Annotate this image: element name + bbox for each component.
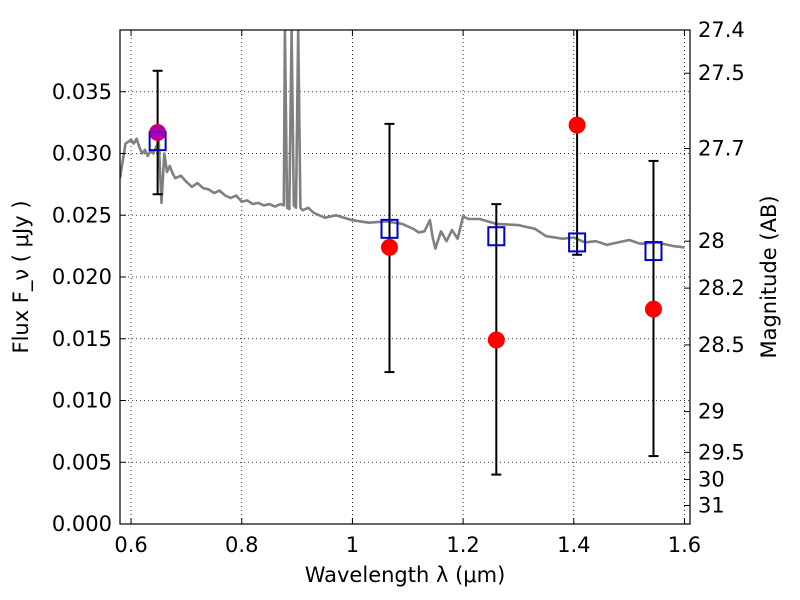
x-axis-label: Wavelength λ (μm) (305, 563, 506, 587)
y-tick-label: 0.025 (52, 203, 112, 227)
highlight (149, 124, 166, 141)
y2-axis-label: Magnitude (AB) (757, 195, 781, 358)
y-axis-ticks: 0.000 0.005 0.010 0.015 0.020 0.025 0.030 0.035 (52, 80, 126, 536)
y2-tick-label: 29.5 (698, 440, 745, 464)
y2-tick-label: 31 (698, 493, 725, 517)
y2-tick-label: 28 (698, 229, 725, 253)
x-tick-label: 1.2 (446, 533, 479, 557)
y-tick-label: 0.010 (52, 389, 112, 413)
x-tick-label: 0.8 (225, 533, 258, 557)
x-tick-label: 1.6 (668, 533, 701, 557)
y2-tick-label: 27.5 (698, 61, 745, 85)
y2-tick-label: 30 (698, 468, 725, 492)
model-photometry (148, 131, 663, 262)
x-tick-label: 1 (346, 533, 359, 557)
x-tick-label: 0.6 (114, 533, 147, 557)
y-tick-label: 0.020 (52, 265, 112, 289)
y2-tick-label: 27.7 (698, 137, 745, 161)
data-point (487, 331, 505, 349)
model-square (380, 218, 399, 239)
y-axis-label: Flux F_ν ( μJy ) (9, 200, 34, 353)
data-point (381, 238, 399, 256)
model-square (487, 226, 506, 247)
y-tick-label: 0.015 (52, 327, 112, 351)
y2-tick-label: 27.4 (698, 18, 745, 42)
y2-tick-label: 28.5 (698, 333, 745, 357)
y-tick-label: 0.035 (52, 80, 112, 104)
x-axis-ticks: 0.6 0.8 1 1.2 1.4 1.6 (114, 30, 701, 557)
y-tick-label: 0.000 (52, 512, 112, 536)
data-point (644, 300, 662, 318)
y2-tick-label: 29 (698, 400, 725, 424)
y2-tick-label: 28.2 (698, 276, 745, 300)
y-tick-label: 0.030 (52, 142, 112, 166)
x-tick-label: 1.4 (557, 533, 590, 557)
model-square (568, 232, 587, 253)
model-square (644, 241, 663, 262)
highlight-point (149, 124, 166, 141)
y-tick-label: 0.005 (52, 450, 112, 474)
data-point (568, 116, 586, 134)
